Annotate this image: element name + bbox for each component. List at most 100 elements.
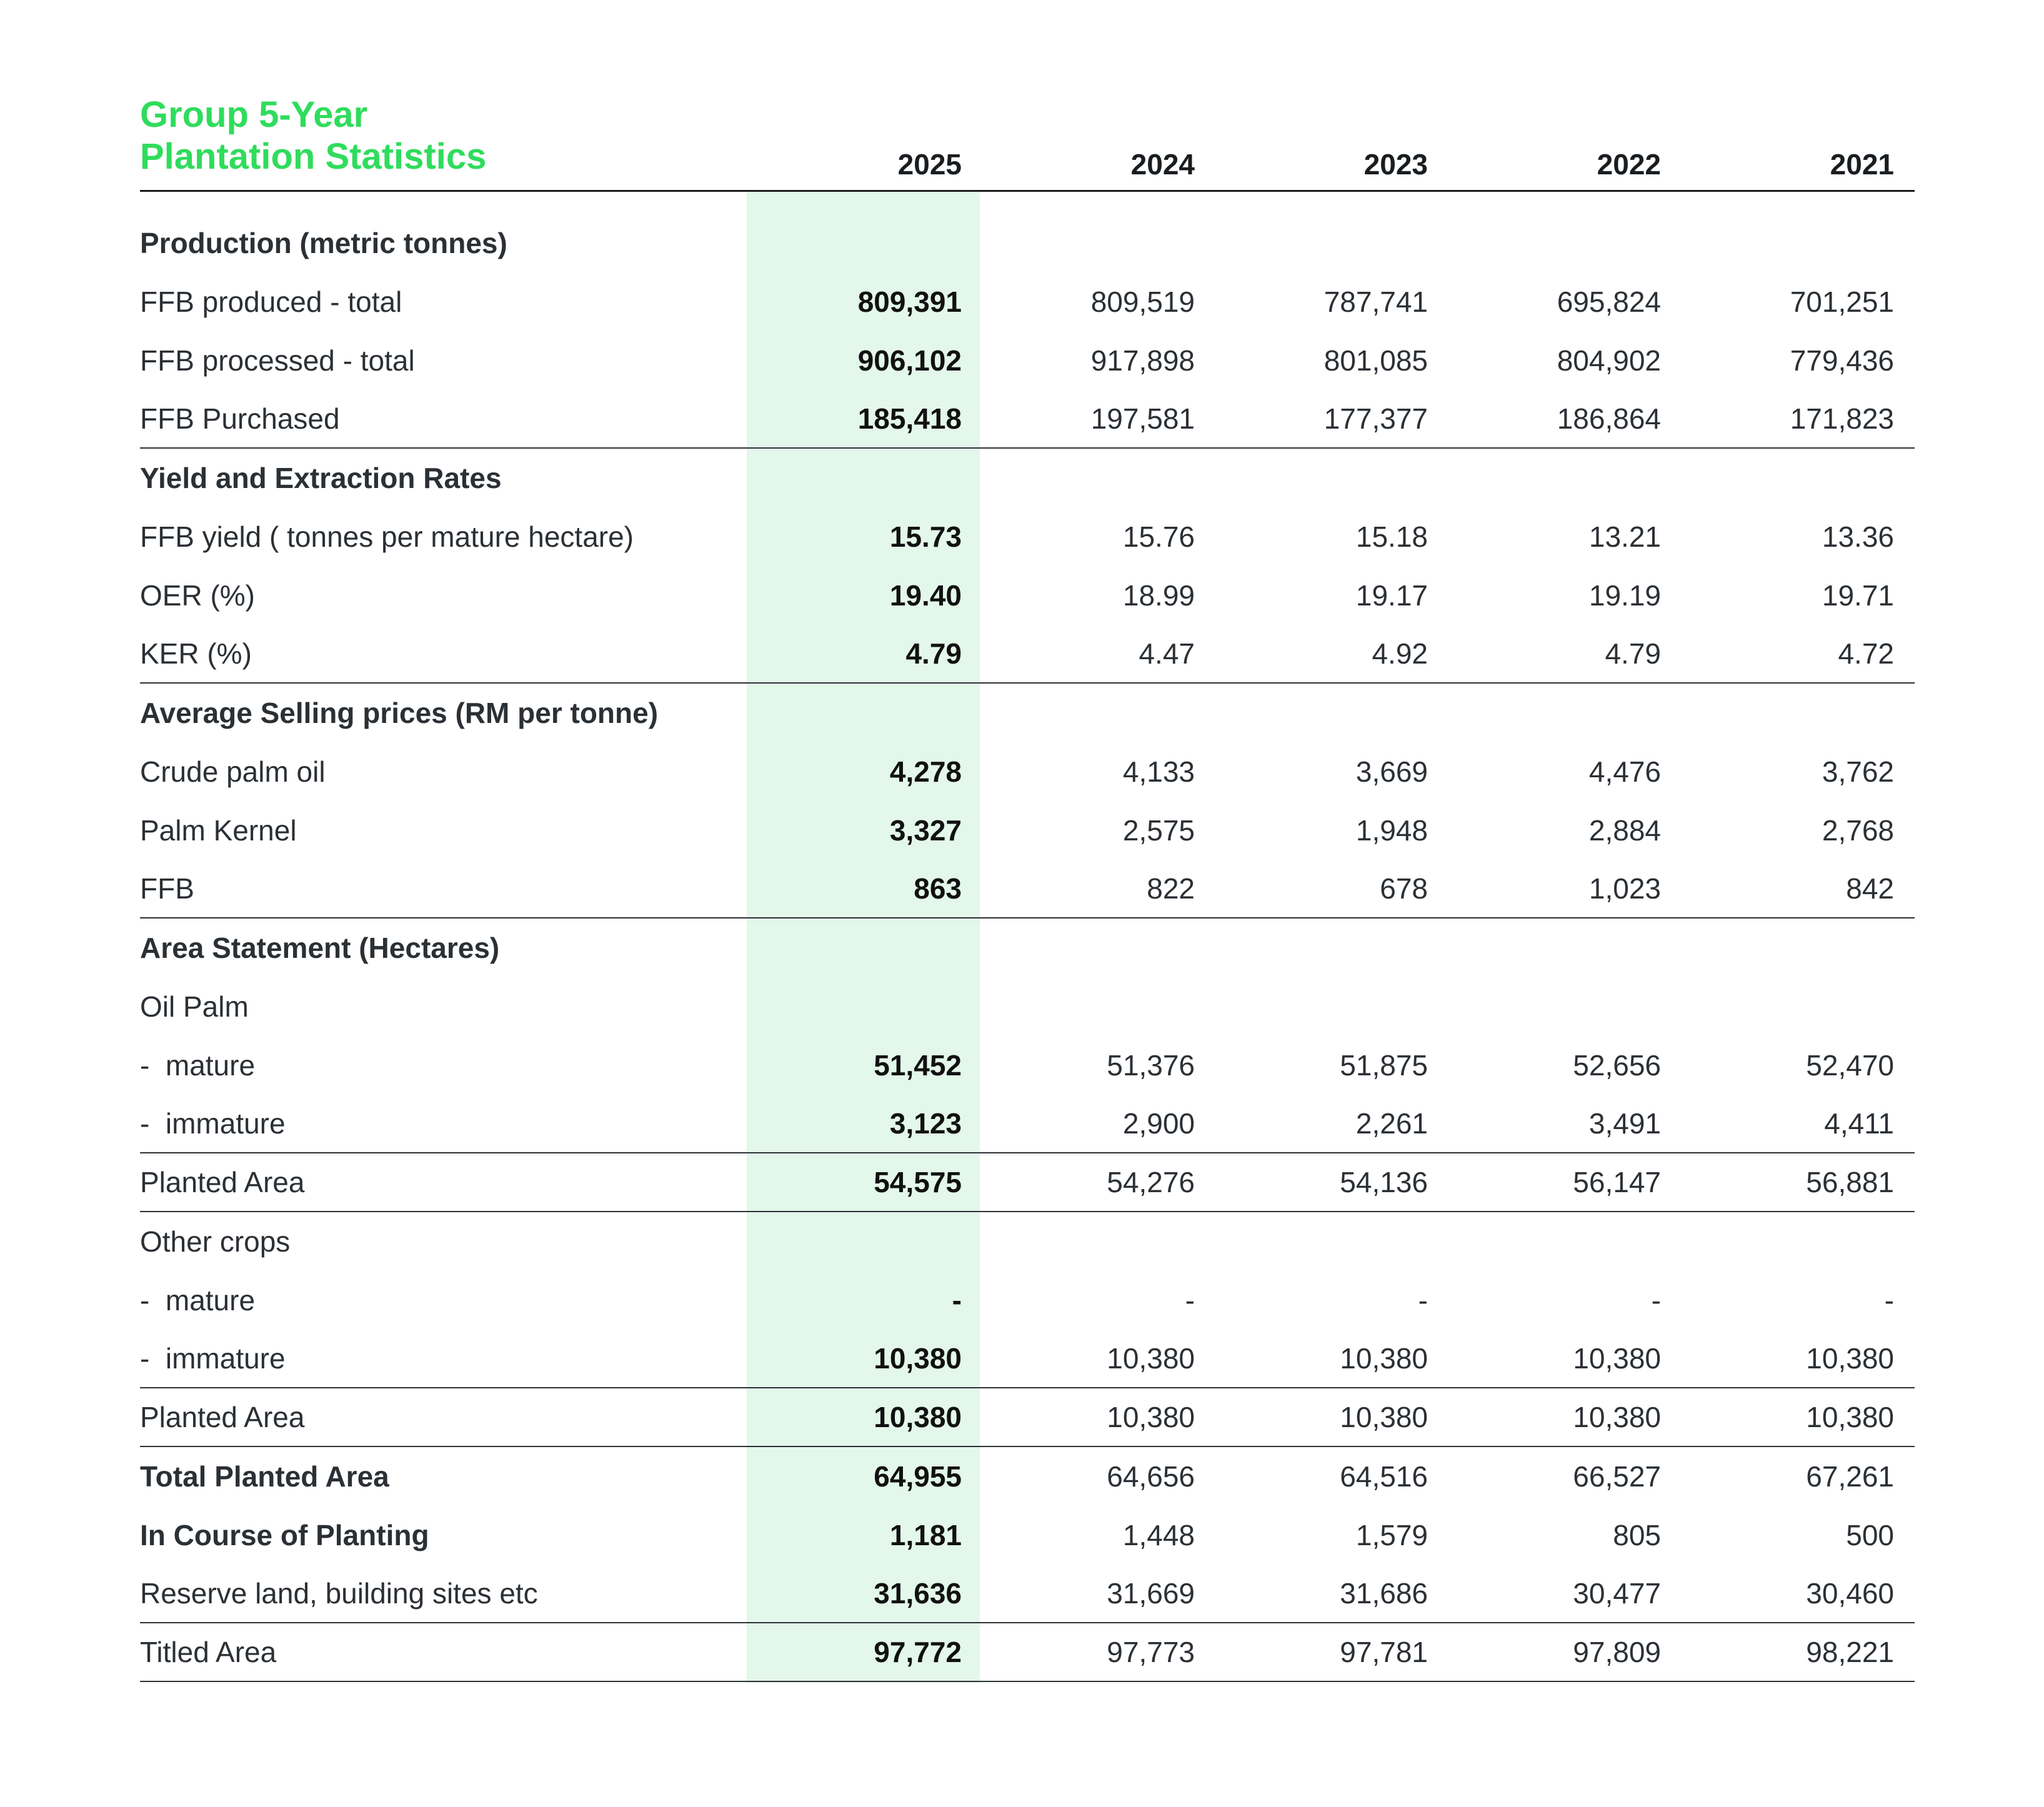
- value-cell-2023: 10,380: [1340, 1401, 1428, 1433]
- value-cell-2021: 98,221: [1806, 1636, 1894, 1668]
- row-label: Total Planted Area: [140, 1460, 389, 1493]
- value-cell-2021: 10,380: [1806, 1401, 1894, 1433]
- value-cell-2023: 10,380: [1340, 1342, 1428, 1375]
- table-header: 2025 2024 2023 2022 2021: [140, 139, 1915, 192]
- value-cell-2022: 52,656: [1573, 1049, 1661, 1082]
- value-cell-2023: 31,686: [1340, 1577, 1428, 1610]
- value-cell-2025: 4.79: [905, 637, 962, 670]
- value-cell-2023: 51,875: [1340, 1049, 1428, 1082]
- value-cell-2021: 13.36: [1822, 520, 1894, 553]
- value-cell-2025: 31,636: [874, 1577, 962, 1610]
- table-row: Titled Area 97,772 97,773 97,781 97,809 98,22…: [140, 1623, 1915, 1682]
- value-cell-2024: 15.76: [1122, 520, 1195, 553]
- value-cell-2021: 701,251: [1790, 286, 1894, 318]
- row-label: Production (metric tonnes): [140, 227, 507, 259]
- value-cell-2023: 54,136: [1340, 1166, 1428, 1198]
- value-cell-2023: 2,261: [1355, 1107, 1428, 1140]
- year-header: 2025: [897, 148, 962, 181]
- row-label: Crude palm oil: [140, 755, 326, 788]
- value-cell-2022: 19.19: [1588, 579, 1661, 612]
- row-label: Yield and Extraction Rates: [140, 462, 502, 494]
- table-row: - immature 10,380 10,380 10,380 10,380 10,380: [140, 1330, 1915, 1388]
- value-cell-2022: 4.79: [1605, 637, 1661, 670]
- table-row: - immature 3,123 2,900 2,261 3,491 4,411: [140, 1095, 1915, 1153]
- section-row: Production (metric tonnes): [140, 214, 1915, 272]
- value-cell-2024: 18.99: [1122, 579, 1195, 612]
- row-label: Planted Area: [140, 1401, 305, 1433]
- value-cell-2022: 695,824: [1557, 286, 1661, 318]
- value-cell-2023: 97,781: [1340, 1636, 1428, 1668]
- value-cell-2022: 3,491: [1588, 1107, 1661, 1140]
- row-label: Titled Area: [140, 1636, 277, 1668]
- value-cell-2024: 2,900: [1122, 1107, 1195, 1140]
- row-label: Palm Kernel: [140, 814, 297, 847]
- value-cell-2024: 822: [1147, 872, 1195, 905]
- value-cell-2021: 67,261: [1806, 1460, 1894, 1493]
- page-title: Group 5-Year Plantation Statistics: [140, 94, 486, 177]
- value-cell-2025: 809,391: [857, 286, 962, 318]
- value-cell-2025: 3,327: [889, 814, 962, 847]
- value-cell-2021: 4.72: [1838, 637, 1894, 670]
- value-cell-2024: 197,581: [1090, 402, 1195, 435]
- table-row: Palm Kernel 3,327 2,575 1,948 2,884 2,768: [140, 801, 1915, 860]
- table-row: Planted Area 10,380 10,380 10,380 10,380 10,3…: [140, 1388, 1915, 1447]
- row-label: KER (%): [140, 637, 252, 670]
- value-cell-2025: 64,955: [874, 1460, 962, 1493]
- row-label: Other crops: [140, 1225, 291, 1258]
- value-cell-2022: 13.21: [1588, 520, 1661, 553]
- row-label: - mature: [140, 1049, 256, 1082]
- value-cell-2024: 809,519: [1090, 286, 1195, 318]
- value-cell-2022: 10,380: [1573, 1342, 1661, 1375]
- current-year-highlight: [747, 192, 980, 1683]
- value-cell-2022: 805: [1613, 1519, 1661, 1551]
- value-cell-2023: 1,948: [1355, 814, 1428, 847]
- value-cell-2021: 4,411: [1824, 1107, 1894, 1140]
- value-cell-2023: 801,085: [1324, 344, 1428, 377]
- value-cell-2025: 54,575: [874, 1166, 962, 1198]
- value-cell-2024: 10,380: [1107, 1401, 1195, 1433]
- section-row: Area Statement (Hectares): [140, 918, 1915, 977]
- table-row: FFB yield ( tonnes per mature hectare) 15…: [140, 507, 1915, 566]
- table-row: FFB 863 822 678 1,023 842: [140, 860, 1915, 918]
- value-cell-2021: 56,881: [1806, 1166, 1894, 1198]
- table-row: Reserve land, building sites etc 31,636 31…: [140, 1565, 1915, 1623]
- value-cell-2025: 863: [914, 872, 962, 905]
- section-row: Average Selling prices (RM per tonne): [140, 684, 1915, 742]
- table-row: OER (%) 19.40 18.99 19.17 19.19 19.71: [140, 566, 1915, 625]
- value-cell-2023: 678: [1380, 872, 1428, 905]
- value-cell-2025: 4,278: [889, 755, 962, 788]
- value-cell-2025: 185,418: [857, 402, 962, 435]
- value-cell-2024: 917,898: [1090, 344, 1195, 377]
- value-cell-2024: 4.47: [1139, 637, 1195, 670]
- row-label: - immature: [140, 1342, 286, 1375]
- value-cell-2022: 30,477: [1573, 1577, 1661, 1610]
- value-cell-2024: 2,575: [1122, 814, 1195, 847]
- value-cell-2022: -: [1651, 1284, 1661, 1317]
- row-label: Oil Palm: [140, 990, 249, 1023]
- value-cell-2025: 15.73: [889, 520, 962, 553]
- value-cell-2025: 19.40: [889, 579, 962, 612]
- year-header: 2021: [1830, 148, 1894, 181]
- value-cell-2024: 54,276: [1107, 1166, 1195, 1198]
- value-cell-2022: 2,884: [1588, 814, 1661, 847]
- value-cell-2023: 4.92: [1372, 637, 1428, 670]
- value-cell-2023: 64,516: [1340, 1460, 1428, 1493]
- value-cell-2023: -: [1418, 1284, 1428, 1317]
- value-cell-2024: -: [1185, 1284, 1195, 1317]
- value-cell-2024: 10,380: [1107, 1342, 1195, 1375]
- value-cell-2022: 804,902: [1557, 344, 1661, 377]
- value-cell-2023: 3,669: [1355, 755, 1428, 788]
- value-cell-2023: 787,741: [1324, 286, 1428, 318]
- row-label: FFB processed - total: [140, 344, 415, 377]
- row-label: Average Selling prices (RM per tonne): [140, 697, 659, 729]
- value-cell-2022: 1,023: [1588, 872, 1661, 905]
- table-row: Planted Area 54,575 54,276 54,136 56,147 56,8…: [140, 1153, 1915, 1212]
- table-row: - mature - - - - -: [140, 1271, 1915, 1330]
- section-row: In Course of Planting 1,181 1,448 1,579 805 5…: [140, 1506, 1915, 1565]
- value-cell-2022: 10,380: [1573, 1401, 1661, 1433]
- value-cell-2025: 10,380: [874, 1401, 962, 1433]
- value-cell-2024: 97,773: [1107, 1636, 1195, 1668]
- value-cell-2021: -: [1884, 1284, 1894, 1317]
- table-row: KER (%) 4.79 4.47 4.92 4.79 4.72: [140, 625, 1915, 684]
- value-cell-2024: 4,133: [1122, 755, 1195, 788]
